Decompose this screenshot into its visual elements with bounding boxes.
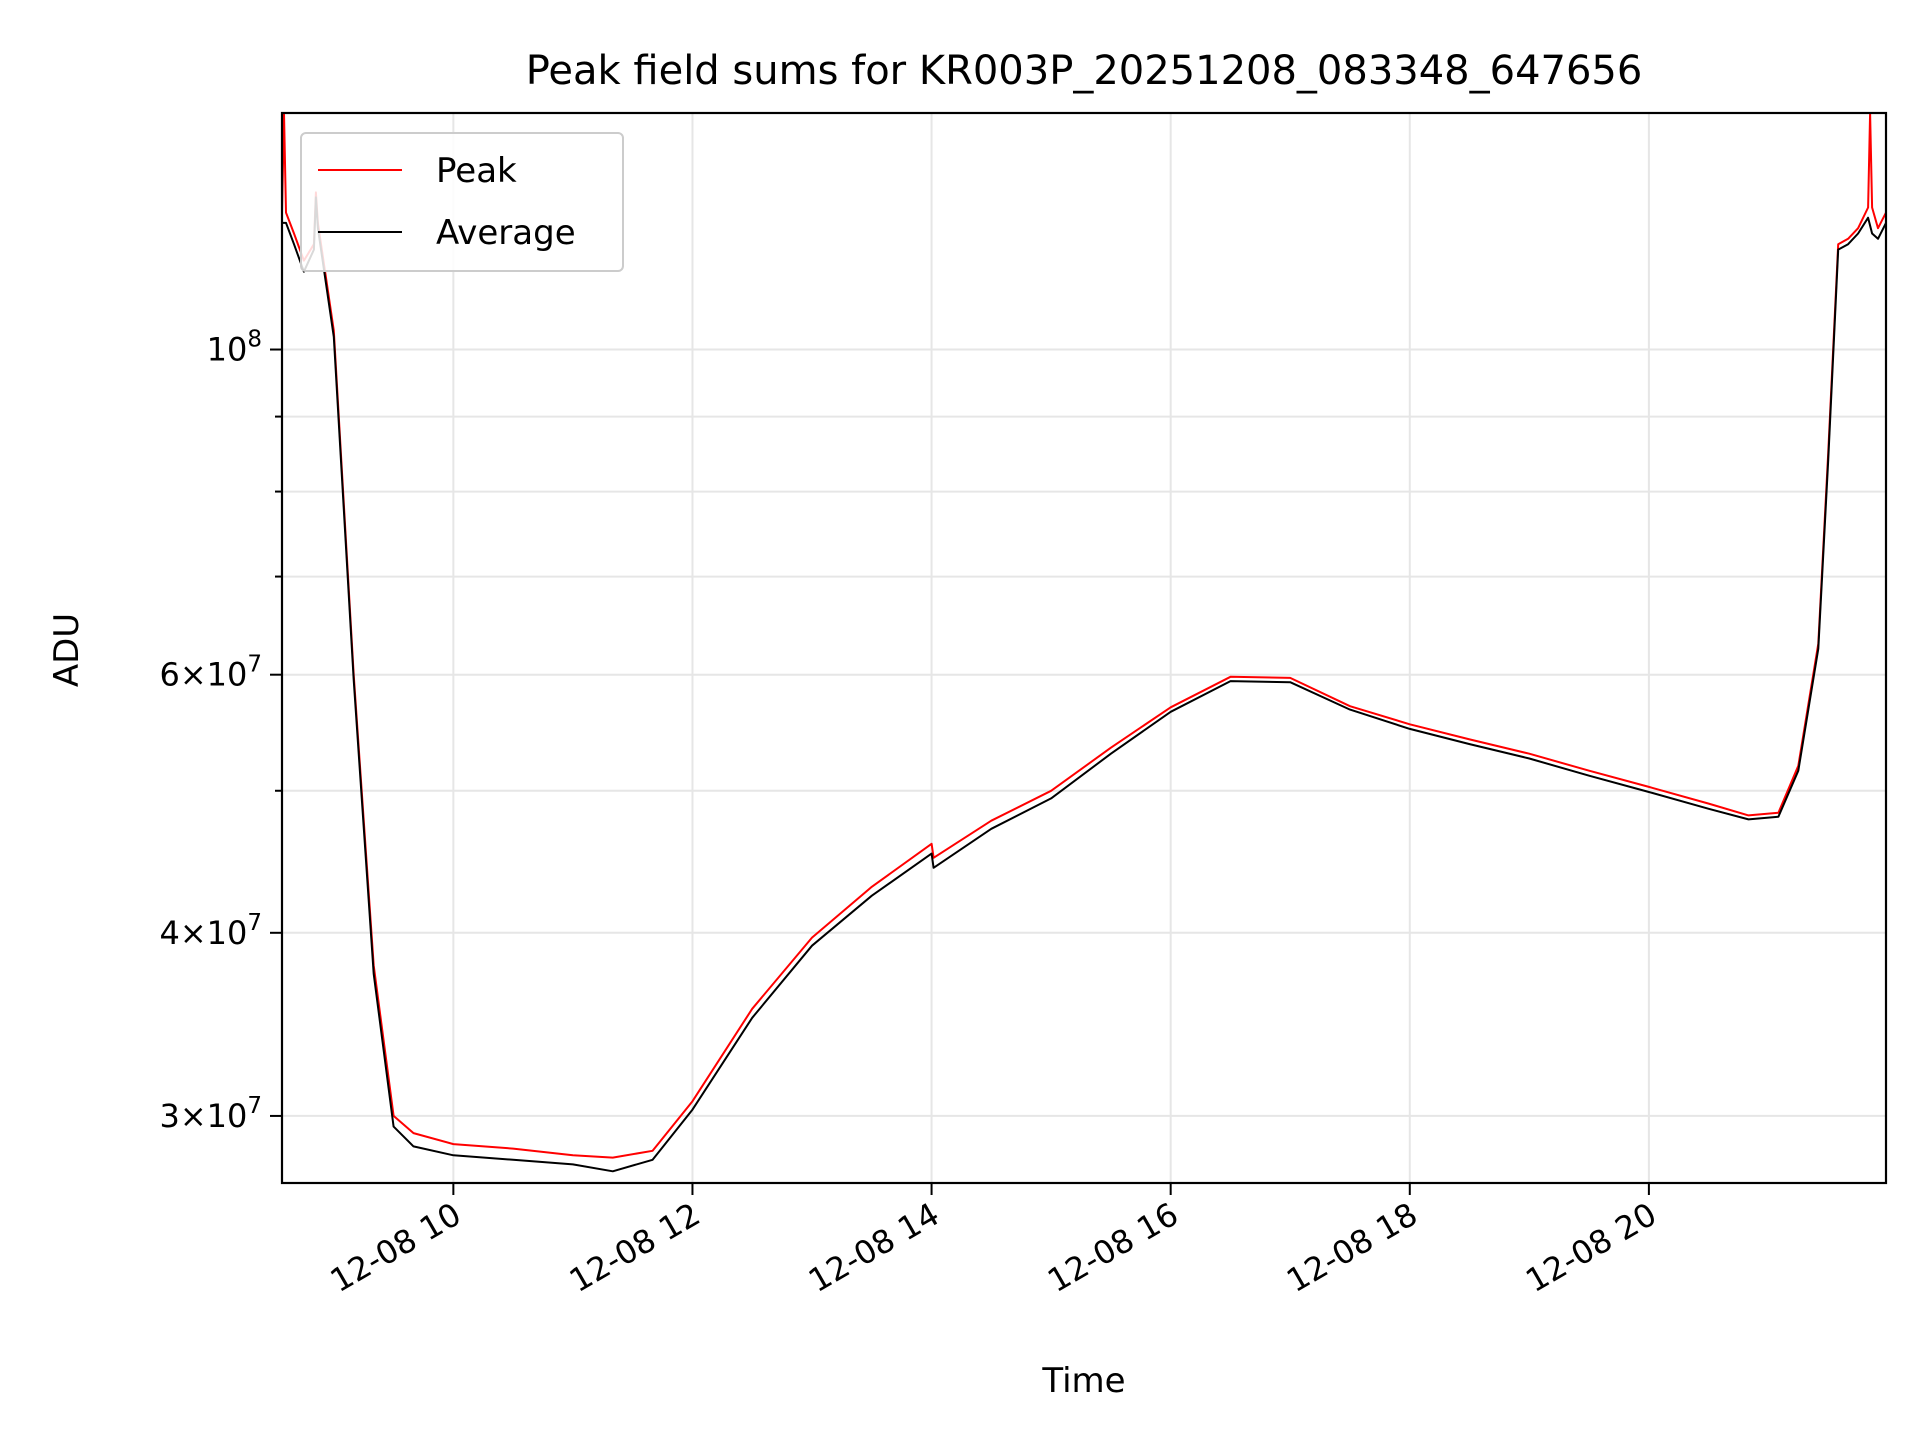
y-tick-label: 108 bbox=[207, 327, 262, 369]
chart-title: Peak field sums for KR003P_20251208_0833… bbox=[526, 48, 1643, 94]
y-tick-exponent: 7 bbox=[247, 910, 262, 936]
x-axis-label: Time bbox=[1041, 1361, 1125, 1401]
legend: Peak Average bbox=[300, 132, 624, 272]
y-tick-label: 3×107 bbox=[159, 1093, 262, 1135]
y-tick-label: 4×107 bbox=[159, 910, 262, 952]
legend-label-peak: Peak bbox=[436, 151, 517, 191]
y-tick-mantissa: 3 bbox=[159, 1097, 179, 1135]
y-tick-base: 10 bbox=[207, 914, 248, 952]
y-tick-base: 10 bbox=[207, 1097, 248, 1135]
y-tick-exponent: 7 bbox=[247, 652, 262, 678]
grid bbox=[282, 113, 1886, 1183]
y-tick-mantissa: 4 bbox=[159, 914, 179, 952]
plot-area bbox=[282, 113, 1886, 1173]
y-tick-times: × bbox=[180, 1097, 207, 1135]
y-tick-mantissa: 6 bbox=[159, 656, 179, 694]
y-tick-exponent: 7 bbox=[247, 1093, 262, 1119]
y-tick-exponent: 8 bbox=[247, 327, 262, 353]
y-tick-times: × bbox=[180, 914, 207, 952]
legend-box bbox=[300, 132, 624, 272]
y-tick-base: 10 bbox=[207, 656, 248, 694]
y-tick-times: × bbox=[180, 656, 207, 694]
y-tick-base: 10 bbox=[207, 331, 248, 369]
legend-label-average: Average bbox=[436, 213, 576, 253]
plot-frame bbox=[280, 111, 1888, 1185]
y-axis-label: ADU bbox=[47, 613, 87, 687]
series-line-average bbox=[282, 196, 1886, 1173]
y-tick-label: 6×107 bbox=[159, 652, 262, 694]
